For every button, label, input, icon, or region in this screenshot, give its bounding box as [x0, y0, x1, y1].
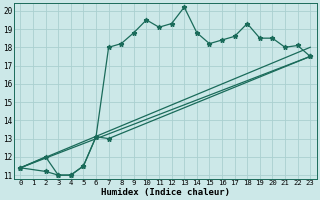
- X-axis label: Humidex (Indice chaleur): Humidex (Indice chaleur): [101, 188, 230, 197]
